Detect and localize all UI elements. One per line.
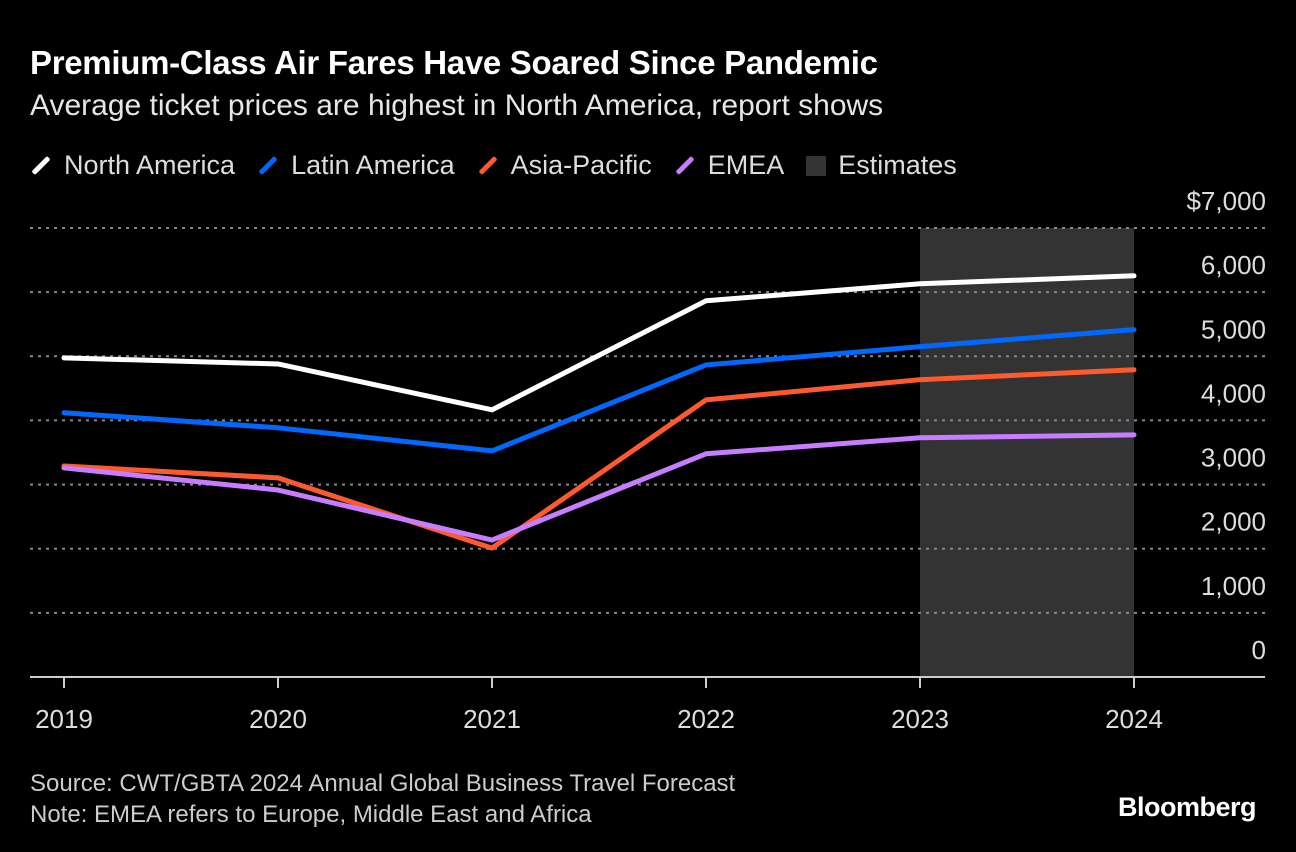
series-line-latin-america <box>61 327 1137 454</box>
y-tick-label: 5,000 <box>1201 314 1266 344</box>
legend-swatch <box>806 155 827 176</box>
legend-item-emea: EMEA <box>674 150 785 181</box>
legend-item-latin-america: Latin America <box>257 150 455 181</box>
legend-item-asia-pacific: Asia-Pacific <box>477 150 652 181</box>
x-tick-label: 2020 <box>249 704 307 734</box>
legend-label: North America <box>64 150 236 180</box>
legend-label: EMEA <box>707 150 785 180</box>
y-tick-label: 1,000 <box>1201 571 1266 601</box>
series-line-emea <box>61 432 1137 543</box>
x-tick-label: 2023 <box>891 704 949 734</box>
chart-subtitle: Average ticket prices are highest in Nor… <box>30 89 884 122</box>
y-tick-label: $7,000 <box>1186 186 1266 216</box>
legend-label: Latin America <box>291 150 455 180</box>
estimates-region <box>920 228 1134 677</box>
y-tick-label: 2,000 <box>1201 507 1266 537</box>
footnote: Note: EMEA refers to Europe, Middle East… <box>30 801 592 828</box>
y-tick-label: 4,000 <box>1201 378 1266 408</box>
y-tick-label: 0 <box>1252 635 1266 665</box>
legend-item-estimates: Estimates <box>806 150 957 181</box>
x-tick-label: 2024 <box>1105 704 1163 734</box>
footer: Source: CWT/GBTA 2024 Annual Global Busi… <box>30 768 735 830</box>
chart-title: Premium-Class Air Fares Have Soared Sinc… <box>30 44 878 81</box>
legend-label: Estimates <box>838 150 957 180</box>
source-note: Source: CWT/GBTA 2024 Annual Global Busi… <box>30 770 736 797</box>
x-tick-label: 2021 <box>463 704 521 734</box>
legend-label: Asia-Pacific <box>510 150 652 180</box>
bloomberg-logo: Bloomberg <box>1117 792 1257 822</box>
series-line-north-america <box>61 273 1137 413</box>
y-tick-label: 3,000 <box>1201 443 1266 473</box>
legend-item-north-america: North America <box>30 150 235 181</box>
series-line-asia-pacific <box>61 367 1137 551</box>
x-tick-label: 2019 <box>35 704 93 734</box>
x-tick-label: 2022 <box>677 704 735 734</box>
y-tick-label: 6,000 <box>1201 250 1266 280</box>
legend: North America Latin America Asia-Pacific… <box>30 150 957 181</box>
